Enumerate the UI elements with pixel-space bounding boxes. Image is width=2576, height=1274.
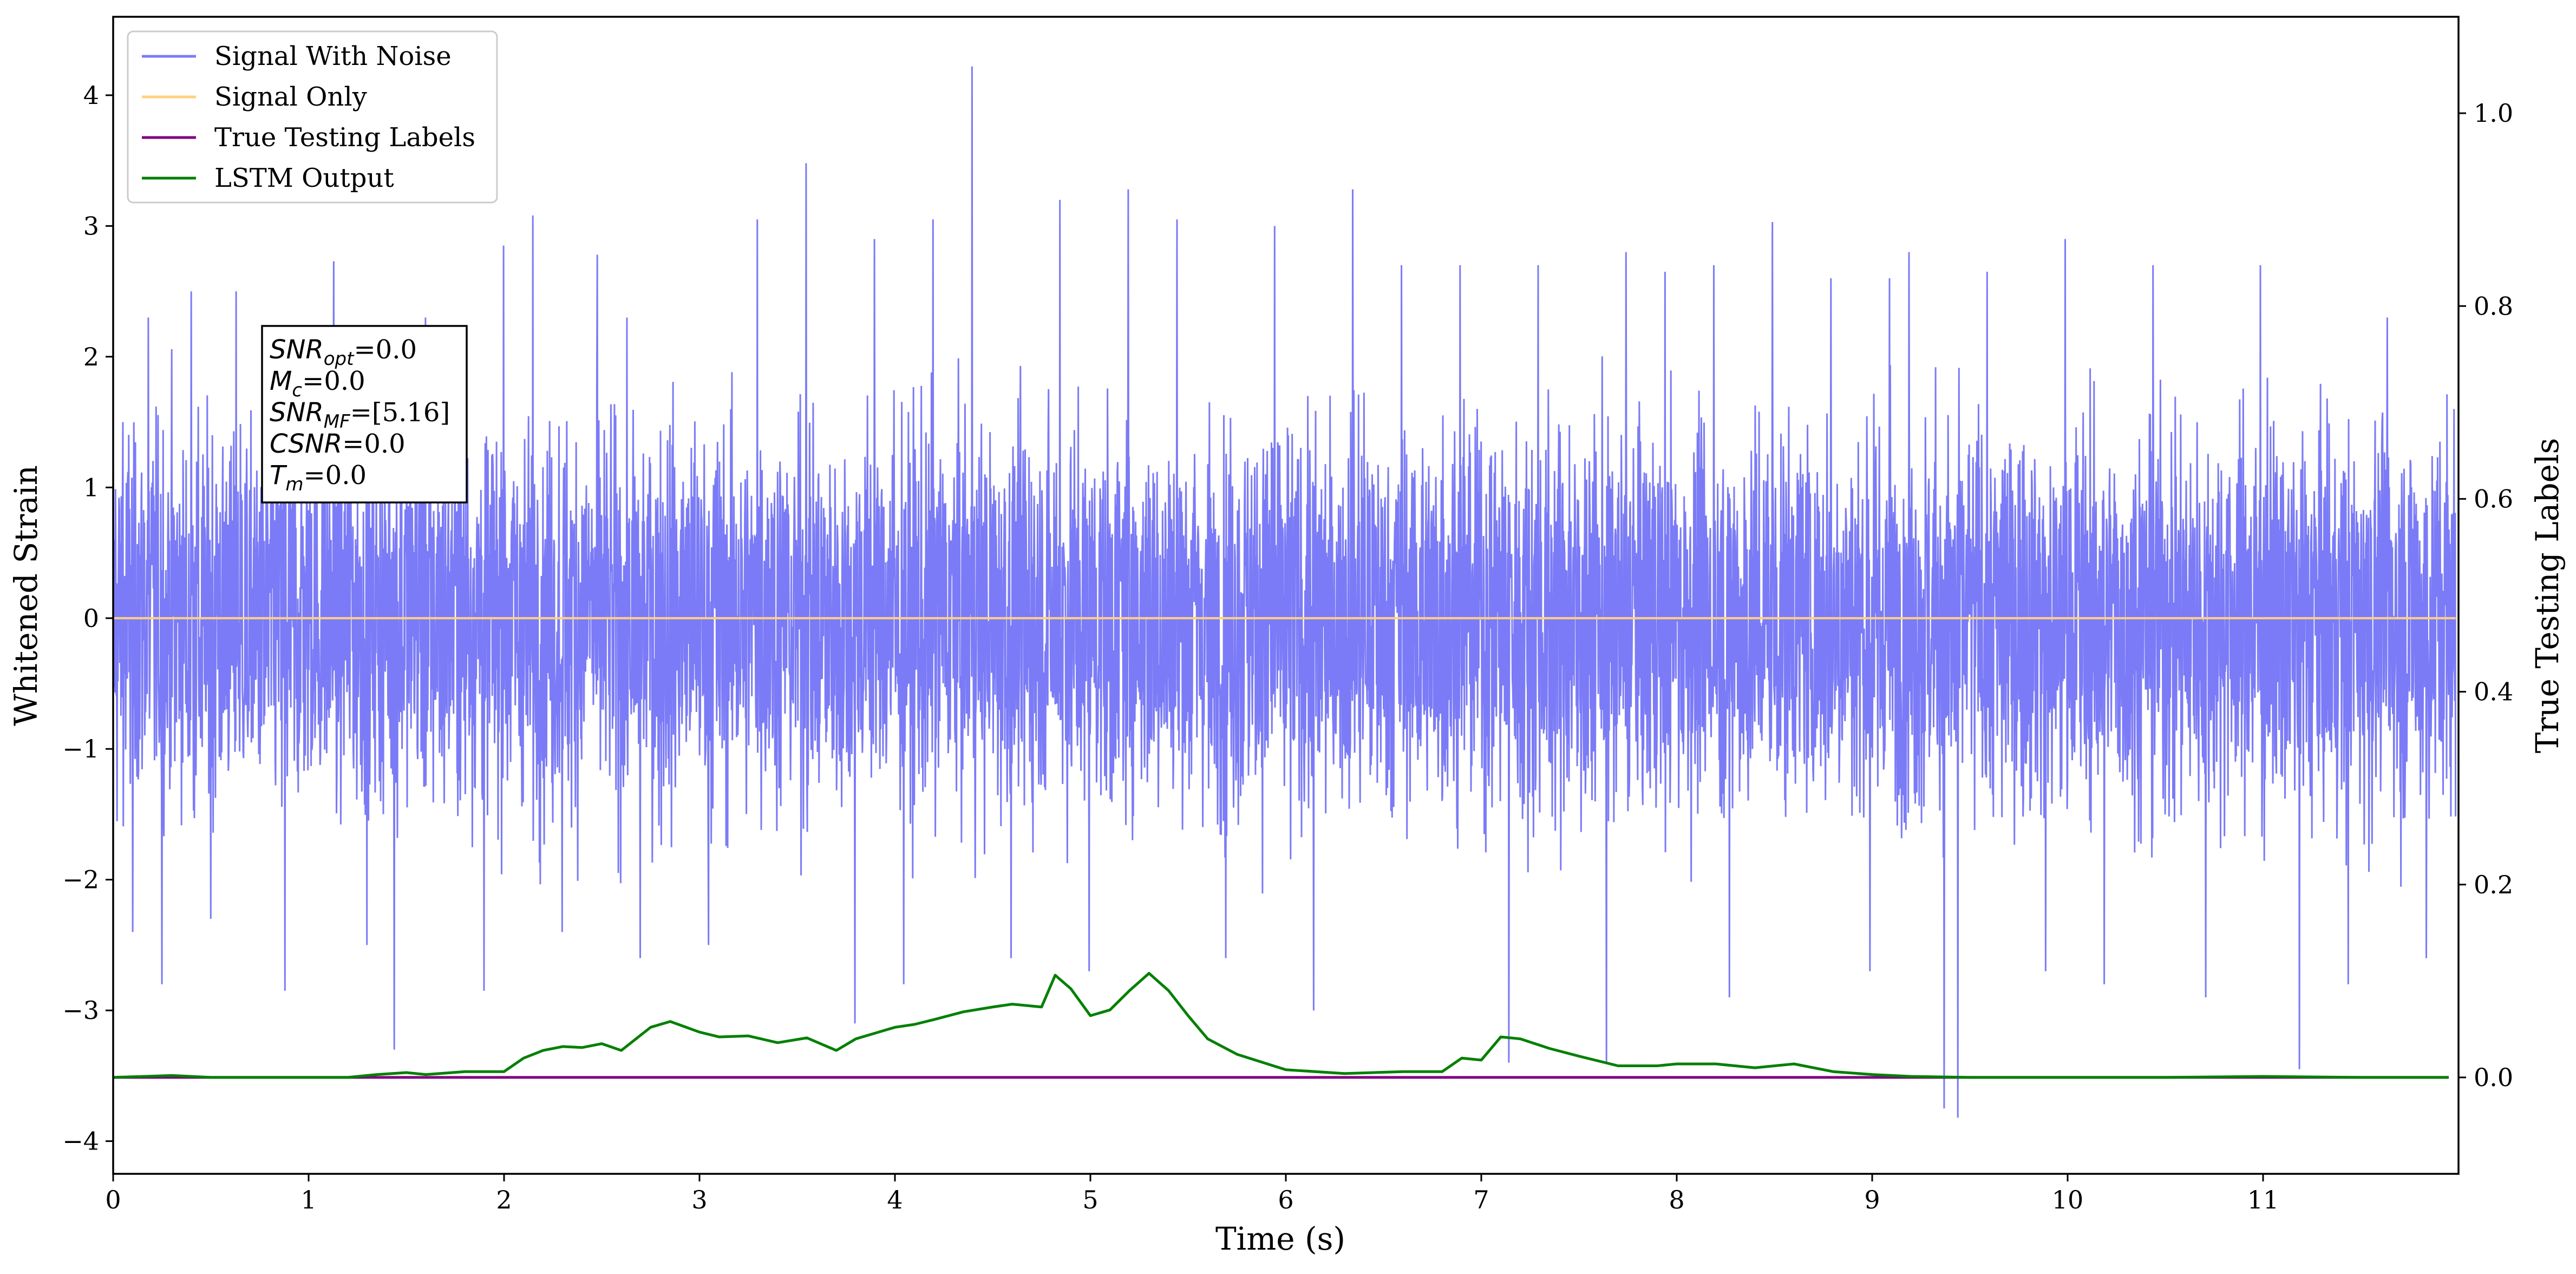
x-tick-label: 2 bbox=[496, 1185, 512, 1214]
x-axis: 0 1 2 3 4 5 6 7 8 9 10 11 bbox=[105, 1174, 2279, 1214]
y-right-tick-label: 0.0 bbox=[2474, 1063, 2513, 1092]
annotation-box: SNRopt=0.0Mc=0.0SNRMF=[5.16]CSNR=0.0Tm=0… bbox=[261, 325, 468, 504]
x-tick-label: 7 bbox=[1473, 1185, 1489, 1214]
legend-frame bbox=[127, 30, 498, 204]
y-tick-label: −1 bbox=[62, 734, 99, 763]
y-tick-label: −3 bbox=[62, 996, 99, 1025]
series-signal-with-noise bbox=[112, 66, 2457, 1118]
y-right-tick-label: 0.4 bbox=[2474, 677, 2513, 707]
annotation-line: Tm=0.0 bbox=[270, 460, 367, 495]
x-tick-label: 10 bbox=[2052, 1185, 2084, 1214]
annotation-line: SNRMF=[5.16] bbox=[270, 397, 450, 433]
x-axis-label: Time (s) bbox=[1215, 1220, 1345, 1257]
x-tick-label: 3 bbox=[691, 1185, 707, 1214]
y-right-tick-label: 1.0 bbox=[2474, 99, 2513, 128]
y-axis-left: −4 −3 −2 −1 0 1 2 3 4 bbox=[62, 81, 113, 1156]
y-axis-right-label: True Testing Labels bbox=[2529, 438, 2566, 753]
x-tick-label: 9 bbox=[1864, 1185, 1880, 1214]
y-tick-label: 0 bbox=[83, 604, 99, 633]
y-tick-label: −4 bbox=[62, 1127, 99, 1156]
legend-label: True Testing Labels bbox=[214, 122, 475, 153]
y-tick-label: 2 bbox=[83, 342, 99, 371]
y-right-tick-label: 0.2 bbox=[2474, 870, 2513, 899]
x-tick-label: 4 bbox=[887, 1185, 903, 1214]
legend: Signal With Noise Signal Only True Testing… bbox=[127, 30, 498, 204]
annotation-line: CSNR=0.0 bbox=[270, 429, 406, 459]
y-axis-label: Whitened Strain bbox=[8, 465, 44, 726]
y-tick-label: 4 bbox=[83, 81, 99, 110]
legend-label: Signal Only bbox=[214, 82, 367, 112]
y-right-tick-label: 0.6 bbox=[2474, 484, 2513, 513]
annotation-line: SNRopt=0.0 bbox=[270, 335, 417, 370]
x-tick-label: 5 bbox=[1082, 1185, 1098, 1214]
y-axis-right: 0.0 0.2 0.4 0.6 0.8 1.0 bbox=[2459, 99, 2513, 1092]
x-tick-label: 11 bbox=[2247, 1185, 2279, 1214]
y-tick-label: −2 bbox=[62, 865, 99, 894]
x-tick-label: 6 bbox=[1278, 1185, 1293, 1214]
annotation-frame bbox=[261, 325, 468, 504]
series-lstm-output bbox=[113, 972, 2449, 1079]
y-tick-label: 3 bbox=[83, 211, 99, 240]
x-tick-label: 8 bbox=[1669, 1185, 1684, 1214]
legend-label: LSTM Output bbox=[214, 163, 394, 193]
annotation-line: Mc=0.0 bbox=[270, 366, 365, 401]
y-right-tick-label: 0.8 bbox=[2474, 291, 2513, 321]
legend-label: Signal With Noise bbox=[214, 41, 452, 71]
x-tick-label: 0 bbox=[105, 1185, 121, 1214]
x-tick-label: 1 bbox=[300, 1185, 316, 1214]
plot-area bbox=[112, 66, 2457, 1118]
y-tick-label: 1 bbox=[83, 473, 99, 502]
